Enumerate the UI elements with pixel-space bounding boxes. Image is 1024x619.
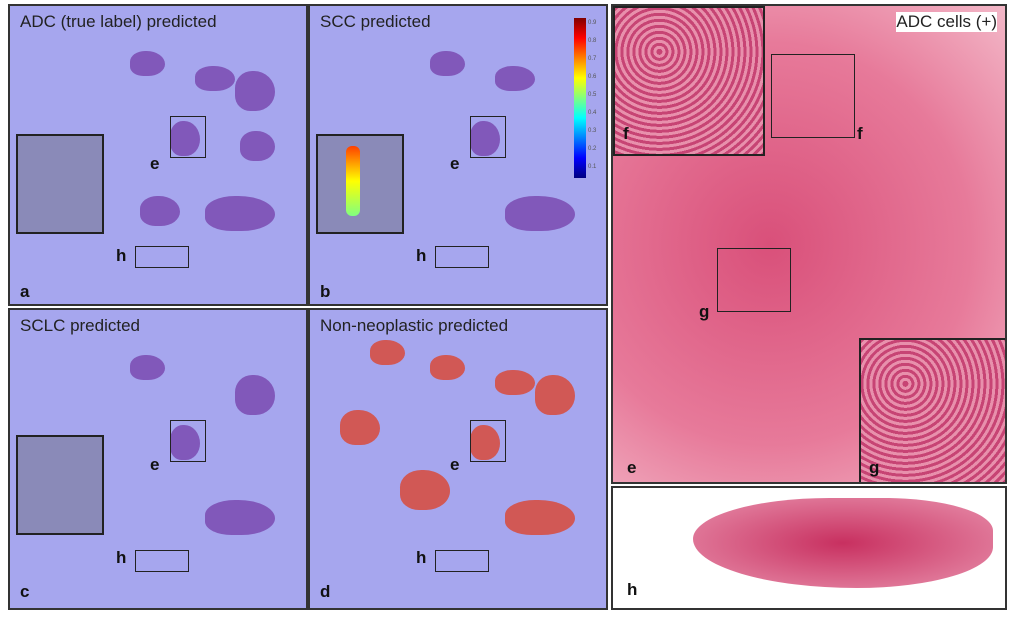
tissue — [495, 370, 535, 395]
panel-title: SCLC predicted — [20, 316, 141, 335]
region-box-h — [135, 246, 189, 268]
tissue — [130, 355, 165, 380]
tissue — [430, 355, 465, 380]
colorbar — [574, 18, 586, 178]
heatmap-hotspot — [346, 146, 360, 216]
tissue — [170, 425, 200, 460]
colorbar-tick: 0.7 — [588, 56, 597, 62]
colorbar-tick: 0.8 — [588, 38, 597, 44]
panel-h: h — [611, 486, 1007, 610]
tissue — [370, 340, 405, 365]
zoom-inset — [16, 134, 104, 234]
colorbar-tick: 0.1 — [588, 164, 597, 170]
panel-b: SCC predicted e h b — [308, 4, 608, 306]
tissue — [205, 500, 275, 535]
marker-g: g — [699, 302, 710, 321]
zoom-inset — [16, 435, 104, 535]
colorbar-tick: 0.9 — [588, 20, 597, 26]
tissue — [470, 121, 500, 156]
marker-f: f — [623, 124, 629, 143]
panel-d: Non-neoplastic predicted e h d — [308, 308, 608, 610]
tissue — [205, 196, 275, 231]
region-box-h — [135, 550, 189, 572]
marker-f: f — [857, 124, 863, 143]
panel-letter: d — [320, 582, 331, 601]
tissue — [340, 410, 380, 445]
tissue — [505, 196, 575, 231]
zoom-inset-f — [613, 6, 765, 156]
region-box-f — [771, 54, 855, 138]
panel-letter: e — [627, 458, 637, 477]
tissue — [430, 51, 465, 76]
tissue — [130, 51, 165, 76]
tissue — [495, 66, 535, 91]
region-box-e — [170, 116, 206, 158]
panel-e-he: ADC cells (+) f f g g e — [611, 4, 1007, 484]
marker-h: h — [416, 548, 427, 567]
tissue — [235, 71, 275, 111]
marker-e: e — [450, 455, 460, 474]
marker-h: h — [116, 246, 127, 265]
panel-title: ADC (true label) predicted — [20, 12, 217, 31]
panel-title: ADC cells (+) — [896, 12, 997, 32]
colorbar-tick: 0.4 — [588, 110, 597, 116]
panel-title: Non-neoplastic predicted — [320, 316, 509, 335]
region-box-e — [470, 116, 506, 158]
panel-letter: b — [320, 282, 331, 301]
marker-e: e — [450, 154, 460, 173]
region-box-h — [435, 246, 489, 268]
region-box-g — [717, 248, 791, 312]
region-box-e — [470, 420, 506, 462]
colorbar-tick: 0.2 — [588, 146, 597, 152]
marker-g: g — [869, 458, 880, 477]
tissue — [470, 425, 500, 460]
marker-h: h — [116, 548, 127, 567]
panel-letter: c — [20, 582, 30, 601]
tissue — [505, 500, 575, 535]
panel-title: SCC predicted — [320, 12, 431, 31]
tissue — [195, 66, 235, 91]
marker-e: e — [150, 154, 160, 173]
region-box-h — [435, 550, 489, 572]
region-box-e — [170, 420, 206, 462]
tissue — [235, 375, 275, 415]
tissue — [693, 498, 993, 588]
tissue — [140, 196, 180, 226]
zoom-inset-g — [859, 338, 1005, 482]
colorbar-tick: 0.3 — [588, 128, 597, 134]
panel-letter: a — [20, 282, 30, 301]
zoom-inset — [316, 134, 404, 234]
panel-c: SCLC predicted e h c — [8, 308, 308, 610]
colorbar-tick: 0.5 — [588, 92, 597, 98]
tissue — [170, 121, 200, 156]
marker-h: h — [416, 246, 427, 265]
tissue — [400, 470, 450, 510]
colorbar-tick: 0.6 — [588, 74, 597, 80]
tissue — [240, 131, 275, 161]
panel-letter: h — [627, 580, 638, 599]
marker-e: e — [150, 455, 160, 474]
tissue — [535, 375, 575, 415]
panel-a: ADC (true label) predicted e h a — [8, 4, 308, 306]
